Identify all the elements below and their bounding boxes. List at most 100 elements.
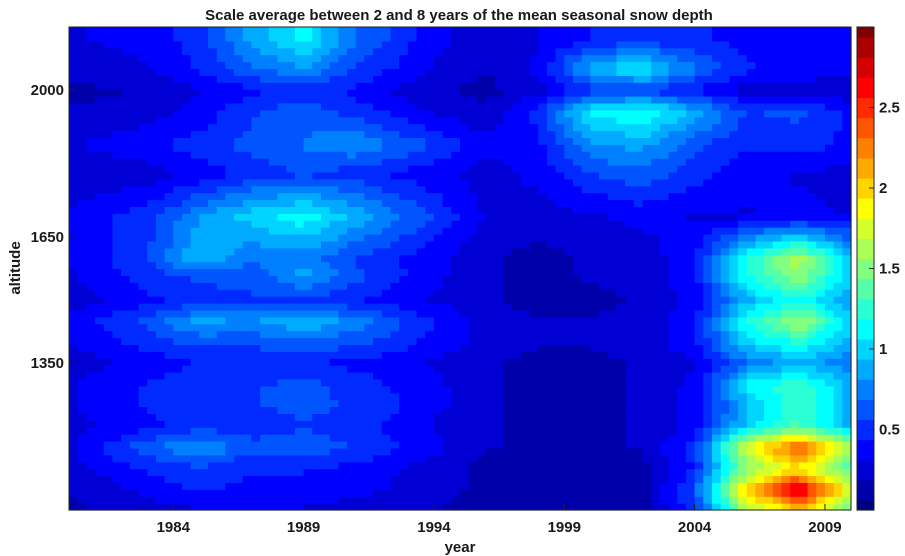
heatmap-cell — [242, 165, 253, 173]
heatmap-cell — [755, 316, 765, 325]
heatmap-cell — [86, 144, 96, 152]
heatmap-cell — [816, 254, 826, 263]
heatmap-cell — [381, 372, 392, 380]
heatmap-cell — [95, 351, 105, 359]
heatmap-cell — [442, 261, 452, 270]
heatmap-cell — [164, 330, 174, 339]
heatmap-cell — [242, 206, 253, 214]
heatmap-cell — [286, 151, 296, 159]
heatmap-cell — [390, 385, 400, 394]
heatmap-cell — [746, 372, 757, 380]
heatmap-cell — [260, 454, 270, 463]
heatmap-cell — [842, 482, 852, 490]
heatmap-cell — [329, 303, 339, 311]
heatmap-cell — [416, 275, 426, 283]
heatmap-cell — [416, 454, 426, 463]
heatmap-cell — [181, 316, 192, 325]
heatmap-cell — [77, 378, 87, 387]
heatmap-cell — [164, 165, 174, 173]
heatmap-cell — [381, 261, 392, 270]
heatmap-cell — [277, 144, 287, 152]
heatmap-cell — [564, 247, 574, 256]
heatmap-cell — [564, 344, 574, 352]
heatmap-cell — [338, 344, 348, 352]
heatmap-cell — [720, 372, 730, 380]
heatmap-cell — [616, 247, 626, 256]
heatmap-cell — [199, 137, 209, 145]
heatmap-cell — [208, 372, 218, 380]
heatmap-cell — [529, 482, 539, 490]
heatmap-cell — [407, 289, 418, 297]
heatmap-cell — [364, 268, 374, 276]
heatmap-cell — [286, 503, 296, 511]
heatmap-cell — [590, 137, 600, 145]
heatmap-cell — [729, 268, 739, 276]
heatmap-cell — [260, 144, 270, 152]
heatmap-cell — [147, 303, 157, 311]
heatmap-cell — [164, 275, 174, 283]
heatmap-cell — [512, 282, 522, 290]
heatmap-cell — [790, 282, 800, 290]
heatmap-cell — [772, 234, 783, 242]
heatmap-cell — [373, 475, 383, 483]
heatmap-cell — [121, 268, 131, 276]
heatmap-cell — [190, 447, 200, 456]
heatmap-cell — [277, 337, 287, 345]
heatmap-cell — [651, 385, 661, 394]
heatmap-cell — [77, 447, 87, 456]
heatmap-cell — [590, 220, 600, 228]
heatmap-cell — [807, 323, 817, 332]
heatmap-cell — [555, 358, 565, 366]
heatmap-cell — [555, 441, 565, 449]
heatmap-cell — [112, 434, 122, 442]
heatmap-cell — [433, 447, 444, 456]
heatmap-cell — [407, 434, 418, 442]
heatmap-cell — [538, 144, 548, 152]
heatmap-cell — [659, 330, 670, 339]
heatmap-cell — [807, 178, 817, 187]
heatmap-cell — [659, 303, 670, 311]
heatmap-cell — [685, 240, 696, 249]
heatmap-cell — [468, 240, 478, 249]
heatmap-cell — [546, 130, 557, 138]
heatmap-cell — [251, 351, 261, 359]
heatmap-cell — [659, 344, 670, 352]
heatmap-cell — [599, 206, 609, 214]
heatmap-cell — [181, 351, 192, 359]
heatmap-cell — [234, 385, 244, 394]
heatmap-cell — [155, 220, 166, 228]
heatmap-cell — [798, 482, 809, 490]
heatmap-cell — [798, 165, 809, 173]
heatmap-cell — [816, 158, 826, 166]
heatmap-cell — [599, 199, 609, 207]
heatmap-cell — [790, 427, 800, 435]
heatmap-cell — [121, 365, 131, 373]
heatmap-cell — [433, 316, 444, 325]
heatmap-cell — [225, 123, 235, 132]
heatmap-cell — [286, 358, 296, 366]
heatmap-cell — [329, 399, 339, 408]
heatmap-cell — [703, 220, 713, 228]
heatmap-cell — [616, 447, 626, 456]
heatmap-cell — [390, 447, 400, 456]
heatmap-cell — [69, 178, 79, 187]
heatmap-cell — [407, 261, 418, 270]
heatmap-cell — [798, 447, 809, 456]
heatmap-cell — [842, 454, 852, 463]
heatmap-cell — [190, 199, 200, 207]
heatmap-cell — [399, 365, 409, 373]
heatmap-cell — [546, 185, 557, 194]
heatmap-cell — [564, 441, 574, 449]
heatmap-cell — [468, 441, 478, 449]
heatmap-cell — [798, 358, 809, 366]
heatmap-cell — [407, 282, 418, 290]
heatmap-cell — [260, 289, 270, 297]
heatmap-cell — [294, 165, 305, 173]
heatmap-cell — [529, 192, 539, 201]
heatmap-cell — [399, 316, 409, 325]
heatmap-cell — [659, 130, 670, 138]
heatmap-cell — [347, 303, 357, 311]
heatmap-cell — [138, 351, 148, 359]
heatmap-cell — [277, 296, 287, 304]
heatmap-cell — [320, 372, 331, 380]
